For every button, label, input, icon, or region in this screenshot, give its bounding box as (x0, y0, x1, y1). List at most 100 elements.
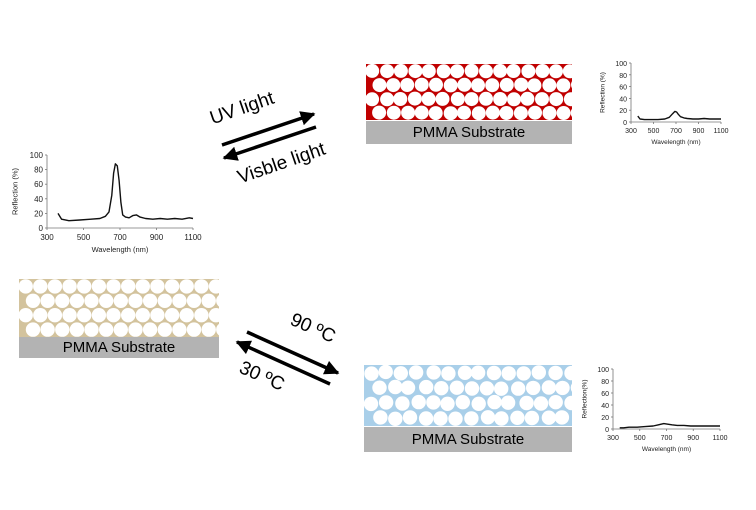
silica-sphere (142, 322, 158, 337)
silica-sphere (564, 395, 572, 411)
silica-sphere (91, 308, 107, 323)
silica-sphere (62, 279, 77, 294)
silica-sphere (500, 395, 516, 410)
silica-sphere (513, 106, 528, 120)
silica-sphere (40, 293, 55, 308)
silica-sphere (25, 293, 41, 308)
silica-sphere (421, 91, 436, 106)
silica-sphere (40, 322, 55, 337)
silica-sphere (216, 295, 219, 307)
pmma-substrate-beige: PMMA Substrate (19, 337, 219, 358)
x-tick-label: 500 (648, 128, 660, 135)
silica-sphere (121, 279, 136, 294)
y-tick-label: 0 (623, 120, 627, 127)
silica-sphere (556, 106, 571, 120)
silica-sphere (186, 293, 202, 308)
series-line (637, 110, 721, 121)
y-tick-label: 100 (597, 367, 609, 374)
silica-sphere (507, 92, 521, 107)
silica-sphere (464, 411, 479, 426)
x-tick-label: 1100 (713, 128, 728, 135)
silica-sphere (519, 395, 534, 411)
silica-sphere (428, 106, 443, 120)
silica-sphere (418, 411, 434, 426)
silica-sphere (121, 308, 136, 323)
y-tick-label: 100 (30, 151, 44, 160)
silica-sphere (77, 308, 92, 323)
silica-sphere (457, 105, 471, 120)
silica-sphere (84, 322, 99, 337)
silica-sphere (194, 279, 209, 294)
silica-sphere (486, 365, 502, 381)
silica-sphere (485, 105, 500, 120)
silica-sphere (528, 105, 542, 120)
silica-sphere (25, 322, 41, 337)
silica-sphere (135, 279, 150, 294)
silica-sphere (499, 77, 514, 92)
silica-sphere (414, 105, 429, 120)
silica-sphere (164, 279, 180, 294)
silica-sphere (555, 380, 570, 396)
silica-sphere (485, 78, 500, 93)
silica-sphere (440, 396, 455, 411)
silica-sphere (113, 322, 128, 337)
silica-sphere (378, 365, 393, 380)
silica-sphere (179, 308, 194, 323)
silica-sphere (186, 322, 202, 337)
silica-sphere (556, 78, 571, 93)
y-axis-label: Reflection (%) (10, 167, 19, 215)
silica-sphere (364, 366, 379, 381)
silica-sphere (434, 381, 449, 396)
silica-sphere (372, 78, 387, 93)
silica-sphere (524, 410, 540, 426)
x-axis-label: Wavelength (nm) (92, 245, 149, 254)
silica-sphere (400, 78, 415, 92)
pmma-substrate-blue: PMMA Substrate (364, 427, 572, 452)
silica-sphere (411, 394, 426, 410)
silica-sphere (47, 308, 63, 323)
silica-sphere (526, 380, 541, 396)
silica-sphere (388, 411, 403, 426)
silica-sphere (493, 92, 508, 106)
silica-sphere (450, 92, 465, 106)
silica-sphere (393, 92, 408, 106)
silica-sphere (47, 279, 63, 294)
silica-sphere (521, 64, 536, 79)
silica-sphere (548, 395, 563, 410)
silica-sphere (99, 322, 114, 337)
silica-sphere (364, 396, 379, 412)
silica-sphere (471, 396, 486, 411)
silica-sphere (533, 396, 549, 411)
x-tick-label: 1100 (712, 435, 727, 442)
silica-sphere (421, 64, 436, 79)
arrow-heat-icon (246, 330, 340, 375)
y-tick-label: 80 (619, 73, 627, 80)
silica-sphere (172, 293, 187, 308)
silica-sphere (414, 77, 429, 92)
silica-sphere (464, 64, 479, 78)
silica-sphere (494, 381, 509, 396)
silica-sphere (441, 366, 456, 381)
silica-sphere (99, 293, 114, 308)
silica-sphere (493, 64, 508, 78)
y-tick-label: 20 (601, 415, 609, 422)
silica-sphere (554, 410, 570, 425)
silica-sphere (91, 279, 107, 294)
silica-sphere (194, 308, 209, 323)
arrow-cool-icon (235, 340, 331, 386)
silica-sphere (69, 322, 85, 337)
silica-sphere (487, 394, 502, 410)
silica-sphere (535, 92, 549, 107)
silica-sphere (150, 279, 165, 294)
silica-sphere (106, 308, 121, 323)
silica-sphere (55, 293, 70, 308)
silica-sphere (479, 64, 493, 79)
silica-sphere (449, 380, 465, 395)
series-line (57, 163, 194, 222)
silica-sphere (535, 64, 550, 78)
y-tick-label: 60 (601, 391, 609, 398)
x-tick-label: 900 (687, 435, 699, 442)
silica-sphere (436, 64, 451, 79)
arrow-uv-icon (221, 111, 316, 147)
